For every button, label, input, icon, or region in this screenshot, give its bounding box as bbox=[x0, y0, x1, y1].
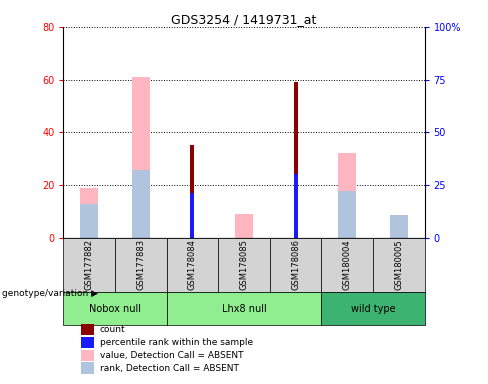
Bar bbox=[190, 194, 195, 238]
Bar bbox=[390, 215, 408, 238]
Bar bbox=[373, 238, 425, 292]
Bar bbox=[63, 238, 115, 292]
Bar bbox=[338, 191, 356, 238]
Text: genotype/variation ▶: genotype/variation ▶ bbox=[2, 289, 99, 298]
Bar bbox=[218, 238, 270, 292]
Text: GSM180005: GSM180005 bbox=[394, 240, 403, 290]
Bar bbox=[132, 170, 150, 238]
Text: GSM177882: GSM177882 bbox=[85, 239, 94, 290]
Text: GSM178086: GSM178086 bbox=[291, 239, 300, 290]
Bar bbox=[81, 362, 94, 374]
Bar bbox=[390, 217, 408, 238]
Bar bbox=[235, 214, 253, 238]
Text: Lhx8 null: Lhx8 null bbox=[222, 303, 266, 314]
Bar bbox=[81, 337, 94, 348]
Bar bbox=[80, 204, 98, 238]
Bar bbox=[322, 238, 373, 292]
Text: value, Detection Call = ABSENT: value, Detection Call = ABSENT bbox=[100, 351, 243, 360]
Bar bbox=[115, 238, 166, 292]
Bar bbox=[190, 146, 195, 238]
Bar bbox=[293, 82, 298, 238]
Bar bbox=[63, 292, 166, 325]
Bar bbox=[166, 292, 322, 325]
Bar bbox=[322, 292, 425, 325]
Bar bbox=[132, 77, 150, 238]
Bar bbox=[81, 324, 94, 335]
Text: count: count bbox=[100, 325, 125, 334]
Text: percentile rank within the sample: percentile rank within the sample bbox=[100, 338, 253, 347]
Text: GSM178085: GSM178085 bbox=[240, 239, 248, 290]
Text: GSM177883: GSM177883 bbox=[136, 239, 145, 290]
Bar bbox=[80, 188, 98, 238]
Text: rank, Detection Call = ABSENT: rank, Detection Call = ABSENT bbox=[100, 364, 239, 372]
Bar bbox=[338, 153, 356, 238]
Title: GDS3254 / 1419731_at: GDS3254 / 1419731_at bbox=[171, 13, 317, 26]
Text: GSM178084: GSM178084 bbox=[188, 239, 197, 290]
Bar bbox=[293, 174, 298, 238]
Bar bbox=[81, 350, 94, 361]
Text: GSM180004: GSM180004 bbox=[343, 240, 352, 290]
Text: Nobox null: Nobox null bbox=[89, 303, 141, 314]
Bar bbox=[166, 238, 218, 292]
Bar bbox=[270, 238, 322, 292]
Text: wild type: wild type bbox=[351, 303, 395, 314]
